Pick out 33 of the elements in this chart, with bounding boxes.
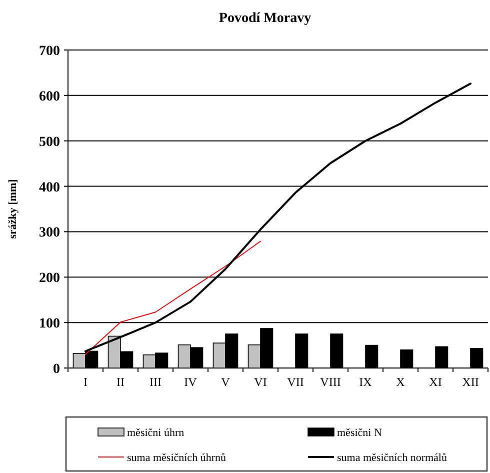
y-tick-label: 200 [39, 271, 60, 286]
x-tick-label: VII [287, 375, 304, 389]
x-tick-label: IV [184, 375, 198, 389]
x-tick-label: I [84, 375, 88, 389]
x-tick-label: XI [429, 375, 442, 389]
legend-label: suma měsičních normálů [337, 452, 448, 464]
y-tick-label: 300 [39, 226, 60, 241]
y-tick-label: 500 [39, 134, 60, 150]
y-tick-label: 700 [39, 44, 60, 59]
x-tick-label: XII [462, 375, 479, 389]
y-tick-label: 0 [53, 362, 60, 377]
x-tick-label: V [221, 375, 230, 389]
x-tick-label: IX [359, 375, 372, 389]
x-tick-label: X [396, 375, 406, 389]
y-axis-title: srážky [mm] [7, 179, 19, 239]
bar [295, 334, 308, 368]
bar [365, 344, 378, 368]
bar [470, 348, 484, 368]
bar [400, 349, 414, 368]
chart-title: Povodí Moravy [218, 11, 312, 26]
x-tick-label: III [150, 375, 162, 389]
legend-label: měsični N [337, 427, 382, 439]
bar [330, 334, 344, 368]
bar [435, 346, 448, 368]
y-tick-label: 600 [39, 89, 60, 104]
x-tick-label: VI [254, 375, 267, 389]
x-tick-label: VIII [320, 375, 341, 389]
line-series [85, 240, 261, 355]
legend-label: suma měsičních úhrnů [127, 452, 226, 464]
x-tick-label: II [116, 375, 124, 389]
legend-label: měsični úhrn [127, 427, 185, 439]
y-tick-label: 100 [39, 316, 60, 332]
y-tick-label: 400 [39, 180, 60, 196]
